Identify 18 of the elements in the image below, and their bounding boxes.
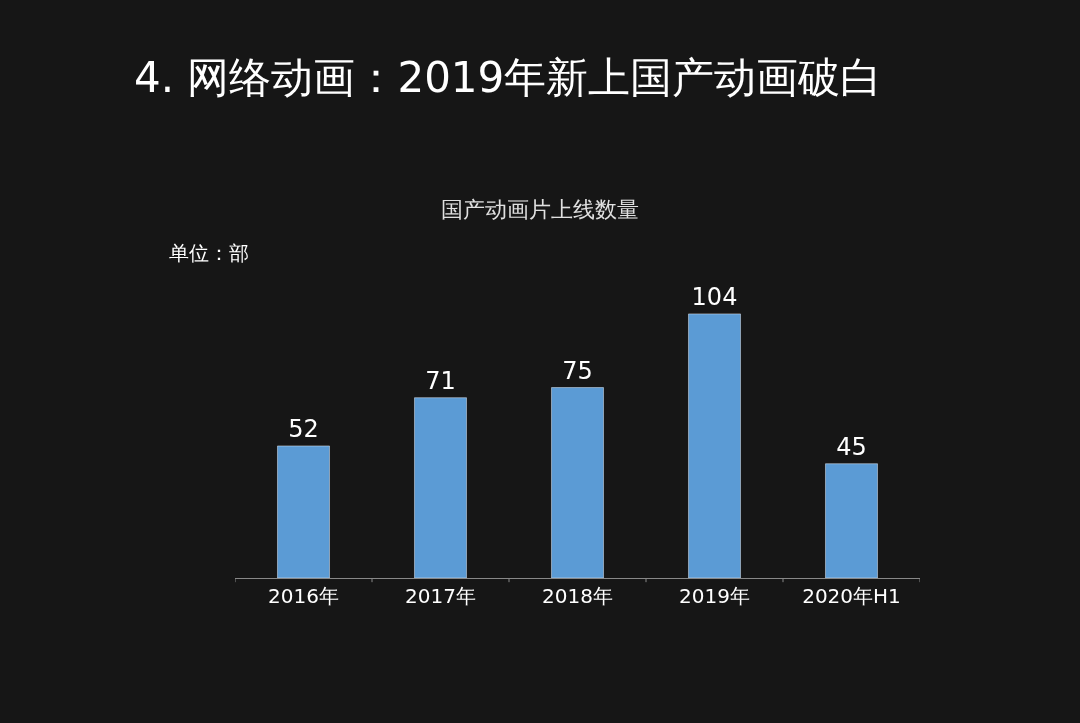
chart-title: 4. 网络动画：2019年新上国产动画破白 bbox=[134, 53, 883, 102]
x-tick-label: 2020年H1 bbox=[802, 584, 901, 608]
data-label: 45 bbox=[836, 432, 867, 461]
bar bbox=[825, 463, 878, 578]
bar bbox=[688, 313, 741, 578]
data-label: 104 bbox=[691, 282, 738, 311]
bar bbox=[277, 445, 330, 578]
x-tick-label: 2016年 bbox=[268, 584, 339, 608]
data-label: 75 bbox=[562, 356, 593, 385]
x-tick-label: 2017年 bbox=[405, 584, 476, 608]
data-label: 52 bbox=[288, 414, 319, 443]
chart-subtitle: 国产动画片上线数量 bbox=[441, 197, 639, 223]
x-tick-label: 2018年 bbox=[542, 584, 613, 608]
bar bbox=[414, 397, 467, 578]
text: 单位：部 bbox=[169, 241, 249, 265]
x-tick-label: 2019年 bbox=[679, 584, 750, 608]
bar bbox=[551, 387, 604, 578]
data-label: 71 bbox=[425, 366, 456, 395]
